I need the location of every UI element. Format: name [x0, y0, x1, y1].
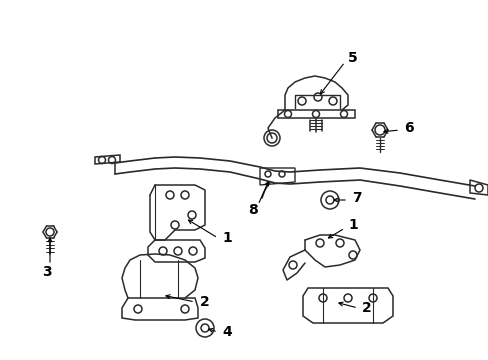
Text: 7: 7 [351, 191, 361, 205]
Text: 4: 4 [222, 325, 231, 339]
Text: 1: 1 [347, 218, 357, 232]
Text: 8: 8 [247, 203, 257, 217]
Text: 3: 3 [42, 265, 52, 279]
Text: 1: 1 [222, 231, 231, 245]
Text: 2: 2 [361, 301, 371, 315]
Text: 2: 2 [200, 295, 209, 309]
Text: 6: 6 [403, 121, 413, 135]
Text: 5: 5 [347, 51, 357, 65]
